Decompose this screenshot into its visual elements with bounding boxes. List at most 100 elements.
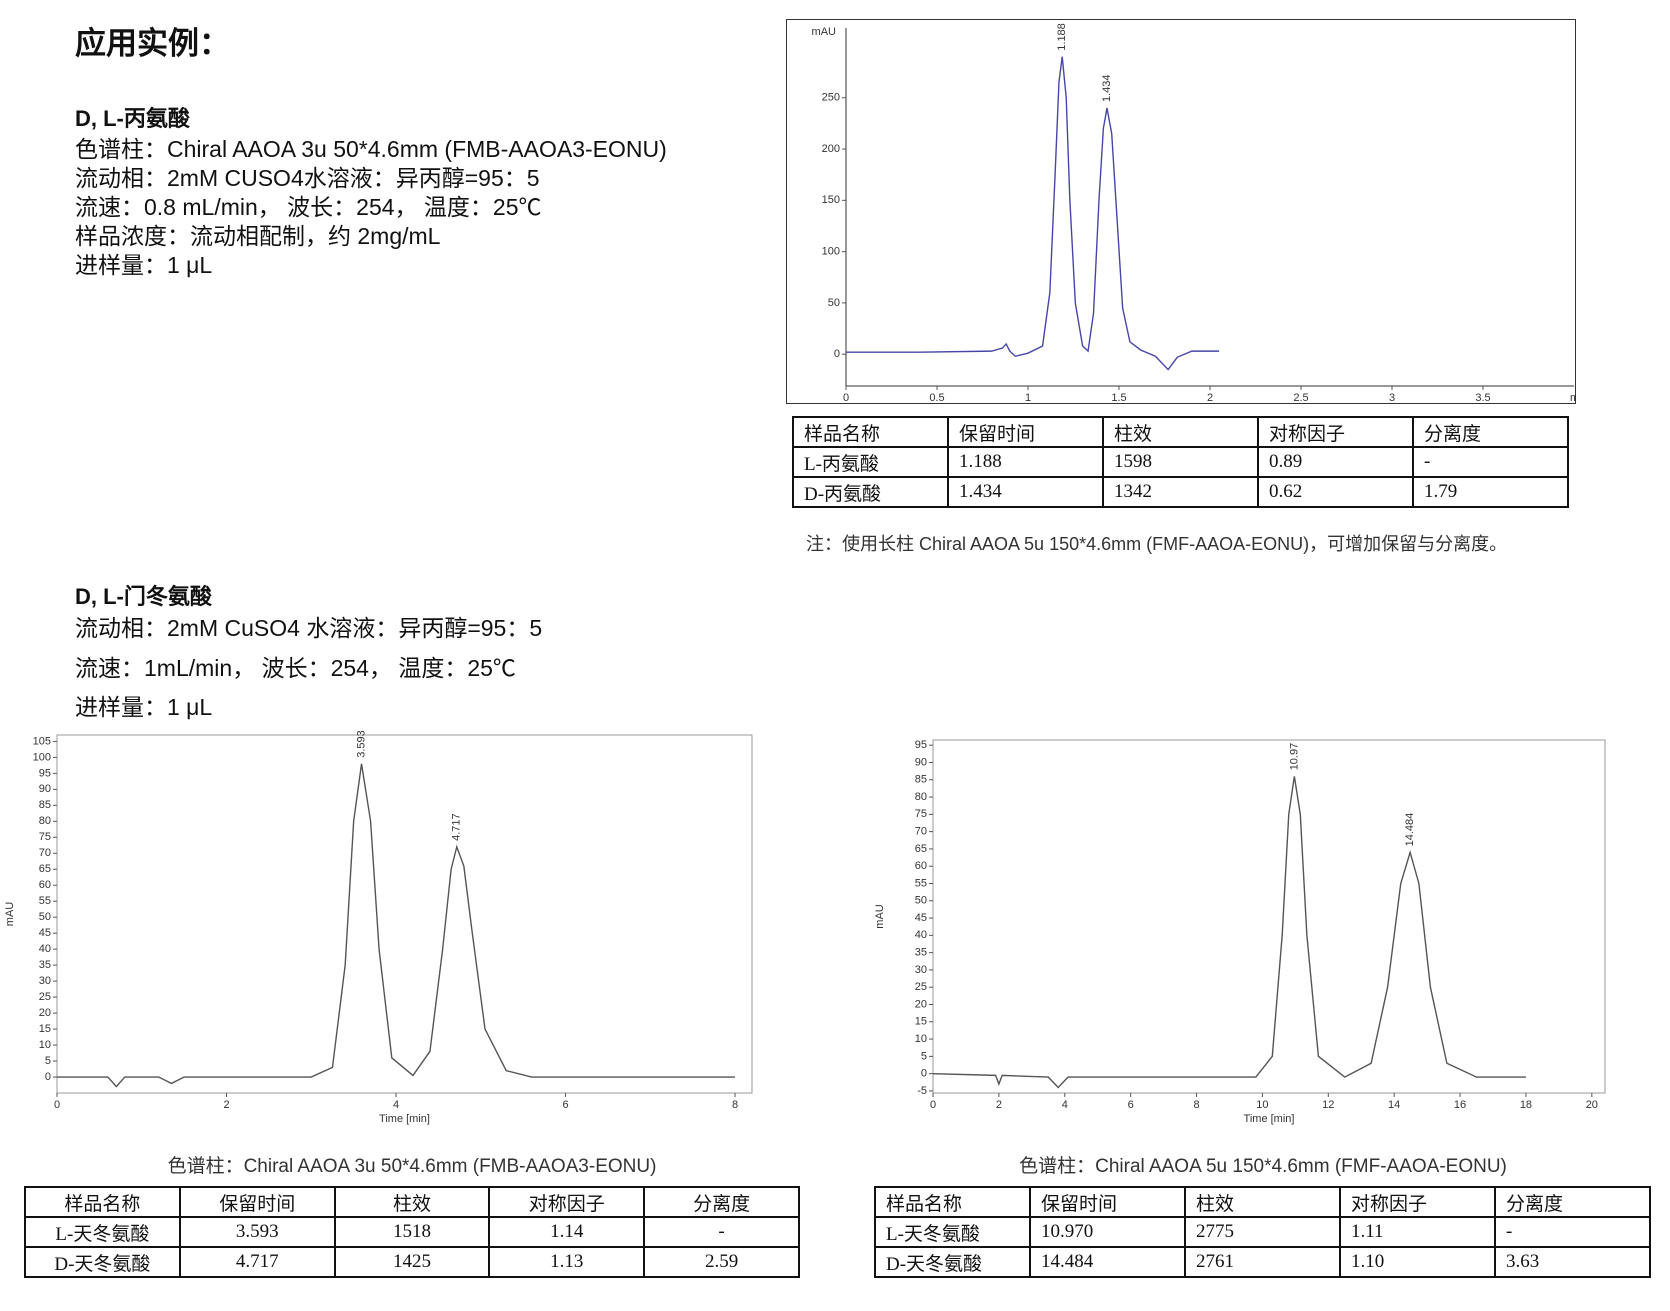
cell: - bbox=[1412, 446, 1569, 478]
cell: 分离度 bbox=[1412, 416, 1569, 448]
row: D-丙氨酸 1.434 1342 0.62 1.79 bbox=[792, 476, 1569, 508]
y-tick-label: 105 bbox=[33, 735, 51, 747]
text-line: 色谱柱：Chiral AAOA 3u 50*4.6mm (FMB-AAOA3-E… bbox=[75, 136, 667, 162]
row: L-天冬氨酸 3.593 1518 1.14- bbox=[24, 1216, 800, 1248]
section-title: D, L-丙氨酸 bbox=[75, 106, 190, 131]
row: D-天冬氨酸 4.717 1425 1.13 2.59 bbox=[24, 1246, 800, 1278]
header-row: 样品名称 保留时间 柱效 对称因子 分离度 bbox=[24, 1186, 800, 1218]
x-tick-label: 14 bbox=[1388, 1099, 1400, 1111]
y-tick-label: 80 bbox=[39, 815, 51, 827]
row: L-天冬氨酸 10.970 2775 1.11- bbox=[874, 1216, 1651, 1248]
y-tick-label: -5 bbox=[917, 1085, 927, 1097]
y-tick-label: 45 bbox=[915, 912, 927, 924]
y-tick-label: 60 bbox=[915, 860, 927, 872]
cell: 分离度 bbox=[1494, 1186, 1651, 1218]
y-tick-label: 55 bbox=[915, 877, 927, 889]
note: 注：使用长柱 Chiral AAOA 5u 150*4.6mm (FMF-AAO… bbox=[806, 534, 1508, 554]
cell: 1.11 bbox=[1339, 1216, 1496, 1248]
peak-label: 10.97 bbox=[1288, 743, 1300, 771]
text-line: 进样量：1 μL bbox=[75, 694, 213, 720]
y-tick-label: 40 bbox=[39, 943, 51, 955]
y-tick-label: 50 bbox=[39, 911, 51, 923]
chromatogram: 0510152025303540455055606570758085909510… bbox=[4, 730, 753, 1125]
y-tick-label: 35 bbox=[915, 947, 927, 959]
cell: 4.717 bbox=[178, 1246, 336, 1278]
cell: 1.10 bbox=[1339, 1246, 1496, 1278]
y-tick-label: 95 bbox=[39, 767, 51, 779]
heading: 应用实例： bbox=[75, 26, 230, 61]
cell: 柱效 bbox=[1102, 416, 1259, 448]
cell: 1.188 bbox=[947, 446, 1104, 478]
y-tick-label: 100 bbox=[822, 246, 840, 258]
cell: 2775 bbox=[1184, 1216, 1341, 1248]
y-tick-label: 200 bbox=[822, 143, 840, 155]
x-tick-label: 8 bbox=[732, 1099, 738, 1111]
peak-label: 1.434 bbox=[1101, 74, 1113, 102]
section-title: D, L-门冬氨酸 bbox=[75, 584, 212, 609]
x-tick-label: 6 bbox=[1128, 1099, 1134, 1111]
y-tick-label: 80 bbox=[915, 791, 927, 803]
cell: D-丙氨酸 bbox=[792, 476, 949, 508]
cell: D-天冬氨酸 bbox=[24, 1246, 181, 1278]
x-tick-label: 3 bbox=[1389, 392, 1395, 404]
cell: 3.63 bbox=[1494, 1246, 1651, 1278]
y-tick-label: 70 bbox=[915, 826, 927, 838]
y-tick-label: 85 bbox=[39, 799, 51, 811]
y-tick-label: 65 bbox=[39, 863, 51, 875]
chromatogram: -505101520253035404550556065707580859095… bbox=[874, 739, 1606, 1125]
y-tick-label: 30 bbox=[915, 964, 927, 976]
y-tick-label: 85 bbox=[915, 774, 927, 786]
trace bbox=[932, 776, 1526, 1089]
x-tick-label: 18 bbox=[1520, 1099, 1532, 1111]
trace bbox=[57, 763, 736, 1088]
y-tick-label: 60 bbox=[39, 879, 51, 891]
cell: D-天冬氨酸 bbox=[874, 1246, 1031, 1278]
x-axis-label: Time [min] bbox=[379, 1113, 430, 1125]
peak-label: 1.188 bbox=[1056, 23, 1068, 51]
header-row: 样品名称 保留时间 柱效 对称因子 分离度 bbox=[792, 416, 1569, 448]
y-tick-label: 30 bbox=[39, 975, 51, 987]
y-tick-label: 75 bbox=[915, 808, 927, 820]
caption: 色谱柱：Chiral AAOA 3u 50*4.6mm (FMB-AAOA3-E… bbox=[167, 1156, 657, 1177]
cell: 1425 bbox=[333, 1246, 491, 1278]
y-tick-label: 90 bbox=[39, 783, 51, 795]
y-tick-label: 15 bbox=[39, 1023, 51, 1035]
y-tick-label: 20 bbox=[915, 998, 927, 1010]
cell: 1.14 bbox=[488, 1216, 646, 1248]
y-tick-label: 50 bbox=[828, 297, 840, 309]
text-line: 流动相：2mM CuSO4 水溶液：异丙醇=95：5 bbox=[75, 615, 543, 641]
cell: 样品名称 bbox=[874, 1186, 1031, 1218]
x-tick-label: 16 bbox=[1454, 1099, 1466, 1111]
cell: 0.89 bbox=[1257, 446, 1414, 478]
x-tick-label: 4 bbox=[1062, 1099, 1068, 1111]
peak-label: 4.717 bbox=[451, 813, 463, 841]
x-axis-label: min bbox=[1570, 392, 1576, 404]
x-axis-label: Time [min] bbox=[1244, 1113, 1295, 1125]
y-tick-label: 25 bbox=[915, 981, 927, 993]
plot-frame bbox=[56, 734, 753, 1094]
x-tick-label: 8 bbox=[1193, 1099, 1199, 1111]
cell: 3.593 bbox=[178, 1216, 336, 1248]
x-tick-label: 2 bbox=[223, 1099, 229, 1111]
text-line: 进样量：1 μL bbox=[75, 252, 213, 278]
cell: 对称因子 bbox=[488, 1186, 646, 1218]
row: L-丙氨酸 1.188 1598 0.89- bbox=[792, 446, 1569, 478]
peak-label: 14.484 bbox=[1404, 813, 1416, 847]
cell: 1518 bbox=[333, 1216, 491, 1248]
cell: 2.59 bbox=[643, 1246, 800, 1278]
x-tick-label: 3.5 bbox=[1475, 392, 1490, 404]
y-axis-label: mAU bbox=[812, 26, 837, 38]
cell: 保留时间 bbox=[1029, 1186, 1186, 1218]
y-tick-label: 95 bbox=[915, 739, 927, 751]
y-axis-label: mAU bbox=[4, 902, 16, 927]
cell: 对称因子 bbox=[1339, 1186, 1496, 1218]
y-tick-label: 10 bbox=[915, 1033, 927, 1045]
x-tick-label: 0 bbox=[930, 1099, 936, 1111]
cell: 分离度 bbox=[643, 1186, 800, 1218]
x-tick-label: 2 bbox=[1207, 392, 1213, 404]
plot-frame bbox=[932, 739, 1606, 1094]
peak-label: 3.593 bbox=[355, 730, 367, 758]
cell: 柱效 bbox=[1184, 1186, 1341, 1218]
y-tick-label: 35 bbox=[39, 959, 51, 971]
